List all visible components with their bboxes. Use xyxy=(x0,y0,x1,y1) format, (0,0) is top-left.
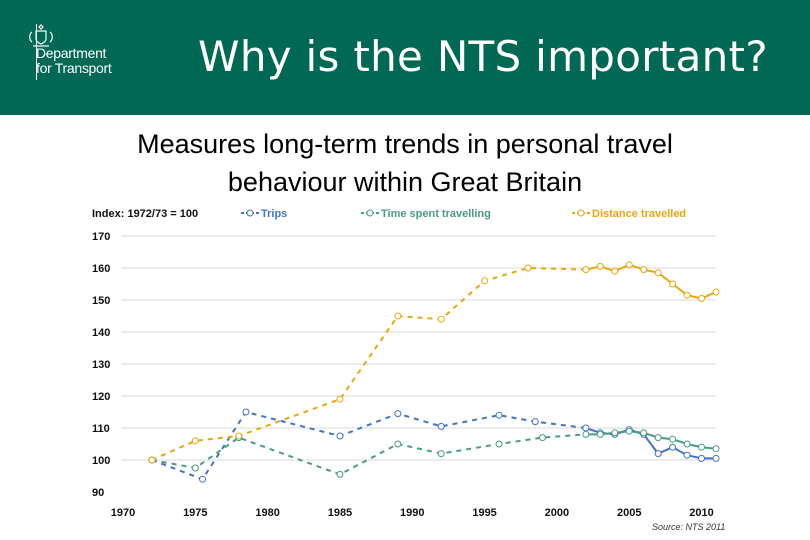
logo-divider xyxy=(36,24,37,80)
series-line-time-spent-travelling-dashed xyxy=(151,433,586,476)
slide-title: Why is the NTS important? xyxy=(198,32,768,81)
data-point-trips xyxy=(242,408,250,416)
data-point-trips xyxy=(199,475,207,483)
data-point-distance-travelled xyxy=(683,291,691,299)
data-point-distance-travelled xyxy=(394,312,402,320)
data-point-time-spent-travelling xyxy=(698,443,706,451)
y-tick-label: 170 xyxy=(92,231,110,243)
data-point-distance-travelled xyxy=(625,261,633,269)
y-tick-label: 150 xyxy=(92,295,110,307)
series-line-time-spent-travelling-solid xyxy=(585,430,717,450)
header-banner: Department for Transport Why is the NTS … xyxy=(0,0,810,115)
x-tick-label: 1985 xyxy=(328,507,352,519)
data-point-distance-travelled xyxy=(640,266,648,274)
chart-grid xyxy=(121,235,716,461)
data-point-distance-travelled xyxy=(191,437,199,445)
data-point-trips xyxy=(698,454,706,462)
data-point-distance-travelled xyxy=(596,262,604,270)
slide-subtitle: Measures long-term trends in personal tr… xyxy=(60,125,750,201)
data-point-trips xyxy=(495,411,503,419)
y-tick-label: 100 xyxy=(92,455,110,467)
data-point-time-spent-travelling xyxy=(596,430,604,438)
data-point-distance-travelled xyxy=(437,315,445,323)
data-point-distance-travelled xyxy=(336,395,344,403)
y-tick-label: 160 xyxy=(92,263,110,275)
data-point-time-spent-travelling xyxy=(191,464,199,472)
x-tick-label: 2010 xyxy=(689,507,713,519)
data-point-time-spent-travelling xyxy=(582,430,590,438)
index-label: Index: 1972/73 = 100 xyxy=(92,208,198,220)
x-tick-label: 1995 xyxy=(472,507,496,519)
data-point-distance-travelled xyxy=(148,456,156,464)
y-tick-label: 120 xyxy=(92,391,110,403)
legend-marker-trips xyxy=(246,209,254,217)
series-line-trips-solid xyxy=(585,427,716,460)
data-point-trips xyxy=(394,410,402,418)
data-point-trips xyxy=(654,450,662,458)
data-point-trips xyxy=(582,424,590,432)
data-point-distance-travelled xyxy=(654,269,662,277)
data-point-time-spent-travelling xyxy=(640,429,648,437)
data-point-time-spent-travelling xyxy=(611,429,619,437)
data-point-distance-travelled xyxy=(611,267,619,275)
data-point-trips xyxy=(437,422,445,430)
y-tick-label: 90 xyxy=(92,487,104,499)
data-point-trips xyxy=(336,432,344,440)
source-note: Source: NTS 2011 xyxy=(652,522,725,532)
data-point-distance-travelled xyxy=(524,264,532,272)
y-tick-label: 110 xyxy=(92,423,110,435)
data-point-time-spent-travelling xyxy=(394,440,402,448)
data-point-distance-travelled xyxy=(235,432,243,440)
legend-marker-distance-travelled xyxy=(577,209,585,217)
x-tick-label: 1975 xyxy=(183,507,207,519)
data-point-distance-travelled xyxy=(698,294,706,302)
legend-label-trips: Trips xyxy=(261,208,287,220)
data-point-time-spent-travelling xyxy=(495,440,503,448)
data-point-time-spent-travelling xyxy=(625,427,633,435)
department-name-line2: for Transport xyxy=(36,60,112,76)
subtitle-line2: behaviour within Great Britain xyxy=(227,167,583,197)
y-tick-label: 140 xyxy=(92,327,110,339)
data-point-distance-travelled xyxy=(582,266,590,274)
data-point-distance-travelled xyxy=(669,280,677,288)
x-tick-label: 2000 xyxy=(545,507,569,519)
data-point-time-spent-travelling xyxy=(683,440,691,448)
data-point-time-spent-travelling xyxy=(538,434,546,442)
chart-legend: Index: 1972/73 = 100 Trips Time spent tra… xyxy=(92,208,686,220)
legend-marker-time-spent-travelling xyxy=(366,209,374,217)
data-point-time-spent-travelling xyxy=(654,434,662,442)
legend-label-distance-travelled: Distance travelled xyxy=(592,208,686,220)
data-point-time-spent-travelling xyxy=(669,435,677,443)
data-point-trips xyxy=(531,418,539,426)
data-point-distance-travelled xyxy=(481,277,489,285)
data-point-time-spent-travelling xyxy=(336,470,344,478)
chart-series xyxy=(148,261,720,483)
subtitle-line1: Measures long-term trends in personal tr… xyxy=(137,129,673,159)
y-tick-label: 130 xyxy=(92,359,110,371)
data-point-time-spent-travelling xyxy=(437,450,445,458)
series-line-trips-dashed xyxy=(151,410,586,481)
department-logo: Department for Transport xyxy=(24,22,134,82)
y-axis-ticks: 90 100 110 120 130 140 150 160 170 xyxy=(92,231,110,499)
data-point-trips xyxy=(712,454,720,462)
legend-label-time-spent-travelling: Time spent travelling xyxy=(381,208,491,220)
x-tick-label: 1990 xyxy=(400,507,424,519)
department-name-line1: Department xyxy=(36,45,107,61)
x-axis-ticks: 1970 1975 1980 1985 1990 1995 2000 2005 2010 xyxy=(111,507,714,519)
x-tick-label: 1980 xyxy=(255,507,279,519)
data-point-distance-travelled xyxy=(712,288,720,296)
data-point-trips xyxy=(683,451,691,459)
department-name: Department for Transport xyxy=(36,45,112,76)
x-tick-label: 1970 xyxy=(111,507,135,519)
x-tick-label: 2005 xyxy=(617,507,641,519)
data-point-time-spent-travelling xyxy=(712,445,720,453)
data-point-trips xyxy=(669,443,677,451)
series-line-distance-travelled-solid xyxy=(585,263,717,300)
